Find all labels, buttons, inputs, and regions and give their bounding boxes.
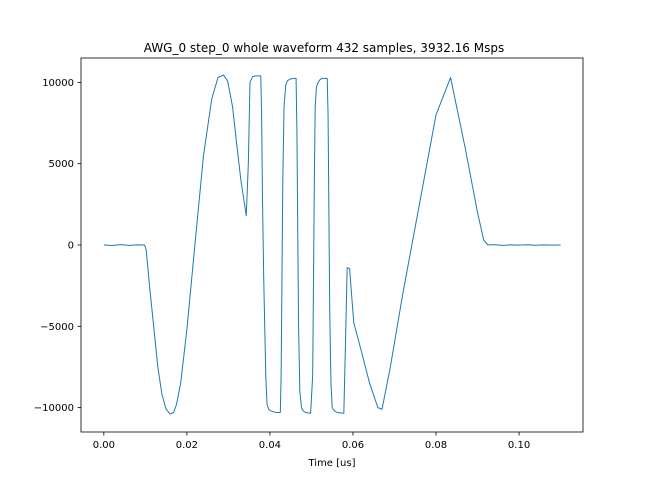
- y-axis-ticks: −10000 −5000 0 5000 10000: [34, 78, 81, 414]
- x-tick-label: 0.02: [176, 440, 198, 451]
- x-tick-label: 0.00: [93, 440, 115, 451]
- y-tick-label: −10000: [34, 403, 74, 414]
- x-tick-label: 0.08: [425, 440, 447, 451]
- x-axis-ticks: 0.00 0.02 0.04 0.06 0.08 0.10: [93, 432, 530, 451]
- axes-frame: [80, 57, 584, 433]
- y-tick-label: 10000: [42, 78, 74, 89]
- chart-title: AWG_0 step_0 whole waveform 432 samples,…: [144, 41, 504, 55]
- x-tick-label: 0.04: [259, 440, 281, 451]
- plot-area: [103, 74, 561, 415]
- y-tick-label: −5000: [40, 322, 74, 333]
- y-tick-label: 0: [68, 241, 74, 252]
- x-axis-label: Time [us]: [307, 458, 355, 469]
- y-tick-label: 5000: [49, 159, 74, 170]
- x-tick-label: 0.06: [342, 440, 364, 451]
- x-tick-label: 0.10: [508, 440, 530, 451]
- series-line-0: [103, 74, 561, 415]
